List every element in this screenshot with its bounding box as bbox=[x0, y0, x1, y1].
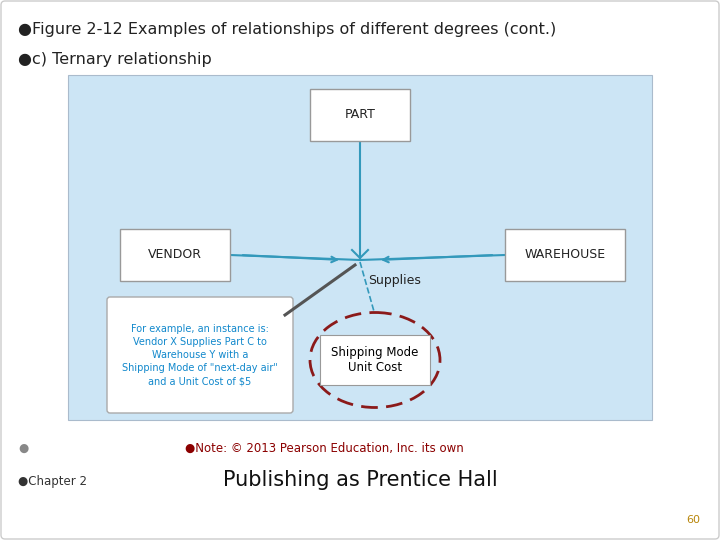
Text: VENDOR: VENDOR bbox=[148, 248, 202, 261]
Text: Publishing as Prentice Hall: Publishing as Prentice Hall bbox=[222, 470, 498, 490]
FancyBboxPatch shape bbox=[107, 297, 293, 413]
Text: For example, an instance is:
Vendor X Supplies Part C to
Warehouse Y with a
Ship: For example, an instance is: Vendor X Su… bbox=[122, 323, 278, 387]
Text: ●Chapter 2: ●Chapter 2 bbox=[18, 475, 87, 488]
Text: ●Note: © 2013 Pearson Education, Inc. its own: ●Note: © 2013 Pearson Education, Inc. it… bbox=[185, 442, 464, 455]
Text: ●: ● bbox=[18, 442, 28, 455]
FancyBboxPatch shape bbox=[68, 75, 652, 420]
Text: Supplies: Supplies bbox=[368, 274, 421, 287]
FancyBboxPatch shape bbox=[310, 89, 410, 141]
FancyBboxPatch shape bbox=[320, 335, 430, 385]
FancyBboxPatch shape bbox=[120, 229, 230, 281]
FancyBboxPatch shape bbox=[505, 229, 625, 281]
Text: Shipping Mode
Unit Cost: Shipping Mode Unit Cost bbox=[331, 346, 419, 374]
Text: WAREHOUSE: WAREHOUSE bbox=[524, 248, 606, 261]
Ellipse shape bbox=[310, 313, 440, 408]
Text: ●Figure 2-12 Examples of relationships of different degrees (cont.): ●Figure 2-12 Examples of relationships o… bbox=[18, 22, 557, 37]
Text: ●c) Ternary relationship: ●c) Ternary relationship bbox=[18, 52, 212, 67]
Text: 60: 60 bbox=[686, 515, 700, 525]
Text: PART: PART bbox=[345, 109, 375, 122]
